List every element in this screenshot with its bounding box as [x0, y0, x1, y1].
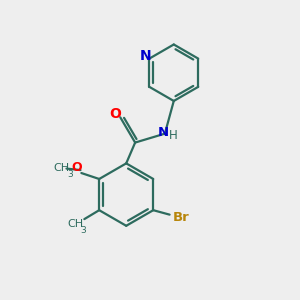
- Text: H: H: [169, 129, 178, 142]
- Text: CH: CH: [68, 220, 83, 230]
- Text: 3: 3: [81, 226, 86, 235]
- Text: CH: CH: [53, 163, 70, 173]
- Text: O: O: [109, 107, 121, 121]
- Text: N: N: [140, 49, 152, 63]
- Text: Br: Br: [173, 211, 190, 224]
- Text: O: O: [71, 161, 82, 175]
- Text: 3: 3: [68, 170, 73, 179]
- Text: N: N: [158, 126, 169, 139]
